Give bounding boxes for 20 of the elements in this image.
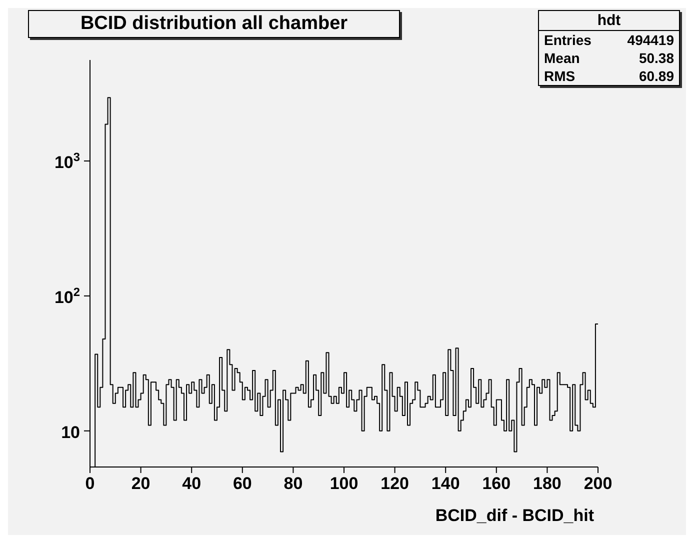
text: Mean 50.38 <box>544 50 674 66</box>
x-tick-label: 0 <box>85 474 95 494</box>
x-tick-label: 20 <box>131 474 150 494</box>
x-tick-label: 140 <box>431 474 460 494</box>
y-tick-label: 10 <box>61 422 80 442</box>
text: Entries 494419 <box>544 32 674 48</box>
x-tick-label: 60 <box>232 474 252 494</box>
text: hdt <box>539 11 679 31</box>
x-tick-label: 160 <box>482 474 511 494</box>
x-tick-label: 40 <box>182 474 202 494</box>
text: RMS 60.89 <box>544 68 674 84</box>
x-axis-title: BCID_dif - BCID_hit <box>435 506 594 525</box>
y-tick-label: 10$^{3}$ <box>54 150 80 172</box>
chart-title: BCID distribution all chamber <box>28 10 400 38</box>
x-tick-label: 120 <box>380 474 409 494</box>
y-tick-label: 10$^{2}$ <box>54 284 80 307</box>
x-tick-label: 200 <box>584 474 612 494</box>
x-tick-label: 100 <box>330 474 358 494</box>
x-tick-label: 180 <box>533 474 562 494</box>
x-tick-label: 80 <box>284 474 303 494</box>
